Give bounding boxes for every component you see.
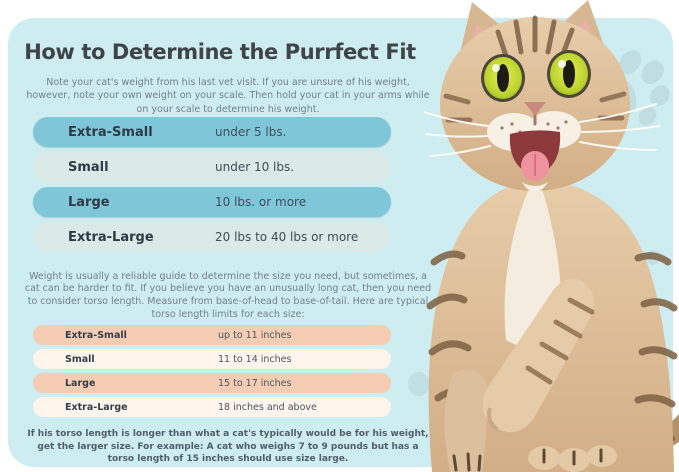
weight-value: under 10 lbs. [215,160,295,174]
weight-value: 10 lbs. or more [215,195,307,209]
torso-length-table: Extra-Small up to 11 inches Small 11 to … [33,325,391,421]
table-row: Large 15 to 17 inches [33,373,391,393]
size-label: Extra-Large [65,401,128,413]
torso-note-paragraph: Weight is usually a reliable guide to de… [24,270,432,320]
cat-raised-paw [482,278,595,433]
intro-paragraph: Note your cat's weight from his last vet… [26,76,430,116]
table-row: Extra-Large 20 lbs to 40 lbs or more [33,222,391,252]
table-row: Large 10 lbs. or more [33,187,391,217]
torso-value: 15 to 17 inches [218,377,292,389]
size-label: Small [68,159,109,175]
weight-size-table: Extra-Small under 5 lbs. Small under 10 … [33,117,391,257]
cat-head [424,0,661,192]
decor-bubble [408,372,430,396]
table-row: Extra-Small up to 11 inches [33,325,391,345]
torso-value: up to 11 inches [218,329,292,341]
footer-advice-paragraph: If his torso length is longer than what … [27,429,429,465]
torso-value: 11 to 14 inches [218,353,292,365]
cat-eye-right [547,50,591,98]
size-label: Extra-Small [65,329,127,341]
weight-value: 20 lbs to 40 lbs or more [215,230,359,244]
size-label: Small [65,353,95,365]
page-title: How to Determine the Purrfect Fit [24,40,416,65]
table-row: Small under 10 lbs. [33,152,391,182]
weight-value: under 5 lbs. [215,125,287,139]
cat-mouth [509,130,561,181]
size-label: Large [68,194,110,210]
cat-eye-left [481,54,525,102]
size-label: Extra-Large [68,229,154,245]
table-row: Extra-Small under 5 lbs. [33,117,391,147]
table-row: Small 11 to 14 inches [33,349,391,369]
size-label: Extra-Small [68,124,153,140]
cat-nose [524,102,546,116]
tabby-cat-photo [424,0,679,472]
cat-front-leg [444,369,487,472]
size-label: Large [65,377,96,389]
table-row: Extra-Large 18 inches and above [33,397,391,417]
torso-value: 18 inches and above [218,401,317,413]
